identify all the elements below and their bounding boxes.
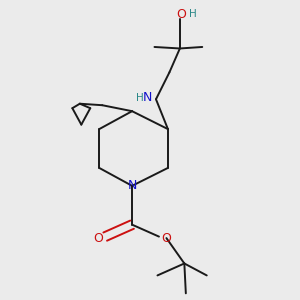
Text: N: N [143, 91, 152, 104]
Text: H: H [189, 9, 197, 19]
Text: O: O [176, 8, 186, 21]
Text: O: O [93, 232, 103, 244]
Text: H: H [136, 93, 143, 103]
Text: O: O [161, 232, 171, 244]
Text: N: N [128, 179, 137, 192]
